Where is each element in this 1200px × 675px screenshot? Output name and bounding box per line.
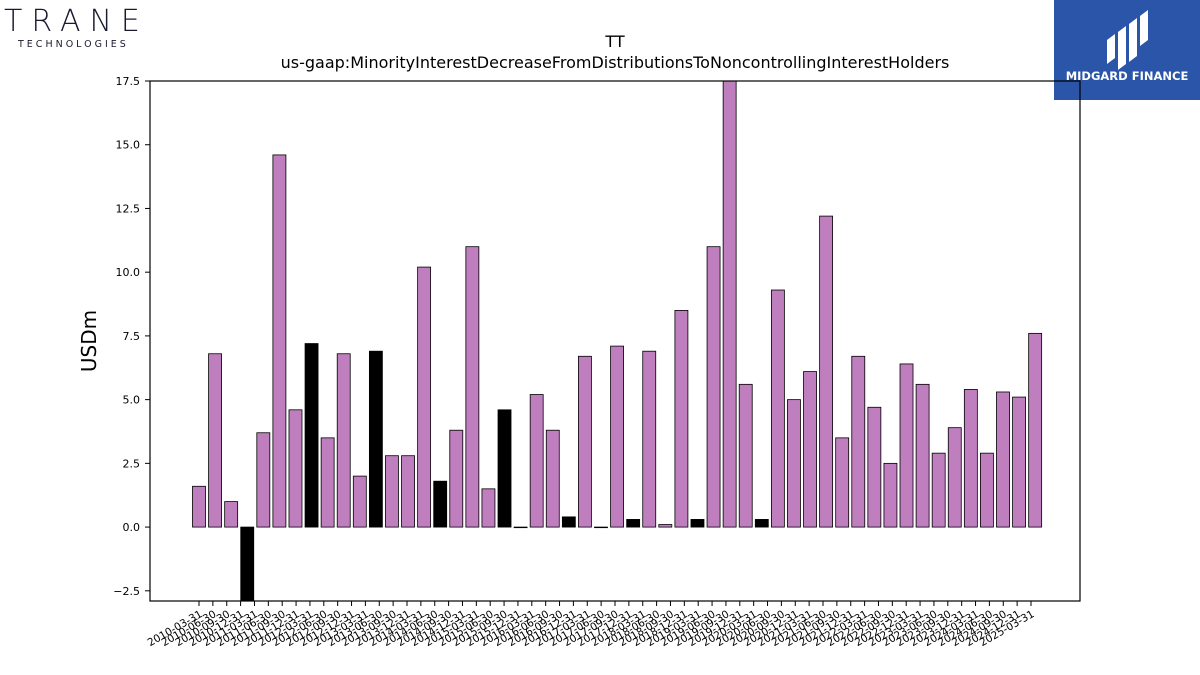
y-tick-label: 0.0	[123, 521, 141, 534]
bar	[545, 429, 560, 528]
bar	[272, 154, 287, 528]
trane-logo-word: TRANE	[4, 4, 149, 39]
midgard-logo-word: MIDGARD FINANCE	[1066, 69, 1189, 83]
bar	[561, 516, 576, 528]
bar	[851, 355, 866, 528]
bar	[658, 524, 673, 528]
y-tick-label: 2.5	[123, 457, 141, 470]
bar	[594, 526, 608, 529]
y-tick-label: 17.5	[116, 75, 141, 88]
bar	[352, 475, 367, 528]
bar	[304, 343, 319, 528]
y-tick-label: 7.5	[123, 330, 141, 343]
bar	[449, 429, 464, 528]
plot-frame	[149, 80, 1081, 602]
bar	[867, 406, 882, 528]
bar	[931, 452, 946, 528]
bar-series	[192, 80, 1043, 602]
bar	[256, 432, 271, 528]
bar	[192, 485, 206, 528]
y-tick-label: −2.5	[113, 585, 140, 598]
trane-logo-subtext: TECHNOLOGIES	[17, 39, 129, 50]
bar	[738, 383, 753, 528]
bar	[417, 266, 432, 528]
midgard-finance-logo: MIDGARD FINANCE	[1054, 0, 1200, 100]
bar	[754, 519, 769, 528]
bar	[883, 462, 898, 528]
bar	[770, 289, 785, 528]
bar	[1028, 332, 1043, 528]
chart-title: TT	[604, 32, 624, 51]
bar	[787, 399, 801, 528]
bar	[722, 80, 737, 528]
bar	[320, 437, 335, 528]
bar	[1012, 396, 1026, 528]
bar	[915, 383, 930, 528]
bar	[288, 409, 303, 528]
y-tick-label: 5.0	[123, 394, 141, 407]
x-axis-ticks: 2010-03-312010-06-302010-09-302010-12-31…	[146, 601, 1037, 649]
y-axis-label: USDm	[77, 310, 101, 372]
bar	[980, 452, 994, 528]
y-tick-label: 10.0	[116, 266, 141, 279]
bar	[208, 353, 222, 528]
bar	[947, 427, 962, 528]
bar	[336, 353, 351, 528]
bar	[385, 455, 399, 528]
bar	[465, 246, 480, 528]
bar	[433, 480, 448, 528]
bar	[835, 437, 850, 528]
y-tick-label: 15.0	[116, 139, 141, 152]
y-axis-ticks: −2.5 0.0 2.5 5.0 7.5 10.0 12.5 15.0 17.5	[113, 75, 150, 598]
bar	[674, 310, 689, 528]
bar	[578, 355, 592, 528]
bar	[963, 389, 978, 528]
bar	[610, 345, 624, 528]
bar	[368, 350, 383, 528]
bar	[513, 526, 528, 529]
midgard-emblem-icon	[1107, 10, 1148, 70]
y-tick-label: 12.5	[116, 202, 141, 215]
bar	[706, 246, 721, 528]
bar	[529, 394, 544, 528]
bar	[803, 371, 817, 528]
bar	[626, 519, 641, 528]
bar	[996, 391, 1010, 528]
trane-technologies-logo: TRANE TECHNOLOGIES	[4, 4, 160, 52]
bar	[497, 409, 512, 528]
bar	[642, 350, 657, 528]
bar	[481, 488, 496, 528]
bar	[819, 215, 834, 528]
bar	[690, 519, 705, 528]
bar	[899, 363, 914, 528]
bar	[401, 455, 415, 528]
bar	[240, 526, 255, 602]
chart-subtitle: us-gaap:MinorityInterestDecreaseFromDist…	[281, 53, 950, 72]
bar	[224, 501, 239, 528]
